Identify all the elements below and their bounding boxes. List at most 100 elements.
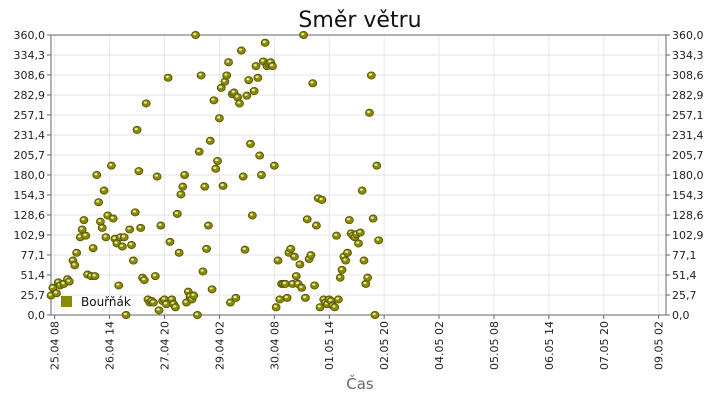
data-point-highlight (337, 275, 341, 278)
data-point-highlight (204, 246, 208, 250)
data-point-highlight (301, 32, 305, 36)
y-tick-label: 308,6 (14, 69, 46, 82)
data-point-highlight (77, 235, 82, 238)
y-tick-label: 334,3 (14, 49, 46, 62)
data-point-highlight (308, 253, 312, 256)
data-point-highlight (50, 285, 54, 289)
data-point-highlight (79, 227, 83, 230)
data-point-highlight (356, 241, 360, 244)
data-point-highlight (195, 312, 199, 316)
data-point-highlight (299, 285, 303, 289)
data-point-highlight (224, 73, 228, 76)
x-tick-label: 27.04 20 (158, 321, 171, 370)
y-tick-label: 360,0 (14, 29, 46, 42)
data-point-highlight (231, 90, 235, 93)
data-point-highlight (48, 293, 52, 296)
data-point-highlight (156, 308, 160, 311)
data-point-highlight (292, 254, 296, 257)
data-point-highlight (66, 279, 71, 282)
data-point-highlight (83, 233, 87, 236)
data-point-highlight (134, 127, 138, 131)
data-point-highlight (92, 274, 96, 277)
data-point-highlight (152, 274, 157, 277)
y-tick-label: 51,4 (21, 269, 46, 282)
data-point-highlight (270, 64, 274, 67)
data-point-highlight (363, 281, 367, 285)
y-tick-label: 205,7 (14, 149, 46, 162)
data-point-highlight (367, 110, 371, 114)
y-axis-right: 0,0 25,7 51,4 77,1 102,9 128,6 154,3 180,0 205,7… (666, 29, 704, 322)
data-point-highlight (218, 85, 223, 89)
data-point-highlight (220, 183, 224, 187)
data-point-highlight (297, 262, 301, 265)
data-point-highlight (130, 258, 135, 261)
y-axis-title: ° (0, 174, 8, 182)
data-point-highlight (365, 275, 369, 278)
data-point-highlight (143, 101, 147, 104)
x-tick-label: 01.05 14 (323, 321, 336, 370)
data-point-highlight (317, 305, 321, 308)
data-point-highlight (273, 305, 277, 308)
legend-swatch (61, 296, 72, 307)
y-tick-label: 77,1 (21, 249, 46, 262)
data-point-highlight (361, 258, 365, 261)
x-tick-label: 09.05 02 (653, 321, 666, 370)
data-point-highlight (138, 225, 142, 229)
data-point-highlight (112, 236, 116, 240)
data-point-highlight (191, 293, 195, 296)
data-point-highlight (312, 283, 316, 286)
data-point-highlight (260, 59, 265, 62)
data-point-highlight (121, 235, 126, 238)
data-point-highlight (288, 246, 292, 250)
data-point-highlight (259, 172, 263, 176)
data-point-highlight (184, 300, 188, 303)
data-point-highlight (185, 289, 190, 292)
data-point-highlight (216, 116, 221, 119)
data-point-highlight (163, 302, 168, 305)
y-tick-label: 51,4 (672, 269, 697, 282)
data-point-highlight (132, 210, 136, 213)
y-tick-label: 128,6 (14, 209, 46, 222)
data-point-highlight (244, 93, 248, 96)
data-point-highlight (238, 48, 243, 51)
data-point-highlight (275, 258, 279, 261)
y-tick-label: 180,0 (672, 169, 704, 182)
data-point-highlight (293, 274, 298, 277)
data-point-highlight (268, 60, 272, 63)
data-point-highlight (110, 216, 115, 219)
data-point-highlight (255, 75, 259, 79)
data-point-highlight (303, 295, 307, 299)
data-point-highlight (162, 297, 166, 300)
data-point-highlight (290, 281, 294, 285)
data-point-highlight (235, 95, 239, 98)
data-point-highlight (74, 250, 78, 254)
x-tick-label: 07.05 20 (598, 321, 611, 370)
data-point-highlight (123, 312, 127, 316)
data-point-highlight (248, 141, 252, 145)
data-point-highlight (114, 241, 118, 244)
data-point-highlight (310, 81, 314, 84)
x-tick-label: 05.05 08 (488, 321, 501, 370)
x-tick-label: 06.05 14 (543, 321, 556, 370)
data-point-highlight (207, 138, 212, 142)
data-point-highlight (226, 60, 230, 63)
data-point-highlight (345, 250, 349, 254)
data-point-highlight (99, 225, 104, 229)
legend-label: Bouřňák (81, 295, 131, 309)
y-axis-left: 0,0 25,7 51,4 77,1 102,9 128,6 154,3 180,0 205,7… (14, 29, 51, 322)
data-point-highlight (295, 281, 299, 285)
data-point-highlight (251, 88, 255, 92)
data-point-highlight (165, 75, 169, 79)
data-point-highlight (314, 223, 318, 226)
y-tick-label: 205,7 (672, 149, 704, 162)
data-point-highlight (339, 267, 343, 271)
data-point-highlight (368, 73, 373, 76)
y-tick-label: 334,3 (672, 49, 704, 62)
data-point-highlight (282, 281, 287, 285)
data-point-highlight (370, 216, 374, 219)
data-point-highlight (109, 163, 113, 166)
data-point-highlight (335, 297, 340, 300)
x-tick-label: 02.05 20 (378, 321, 391, 370)
data-point-highlight (257, 153, 261, 156)
